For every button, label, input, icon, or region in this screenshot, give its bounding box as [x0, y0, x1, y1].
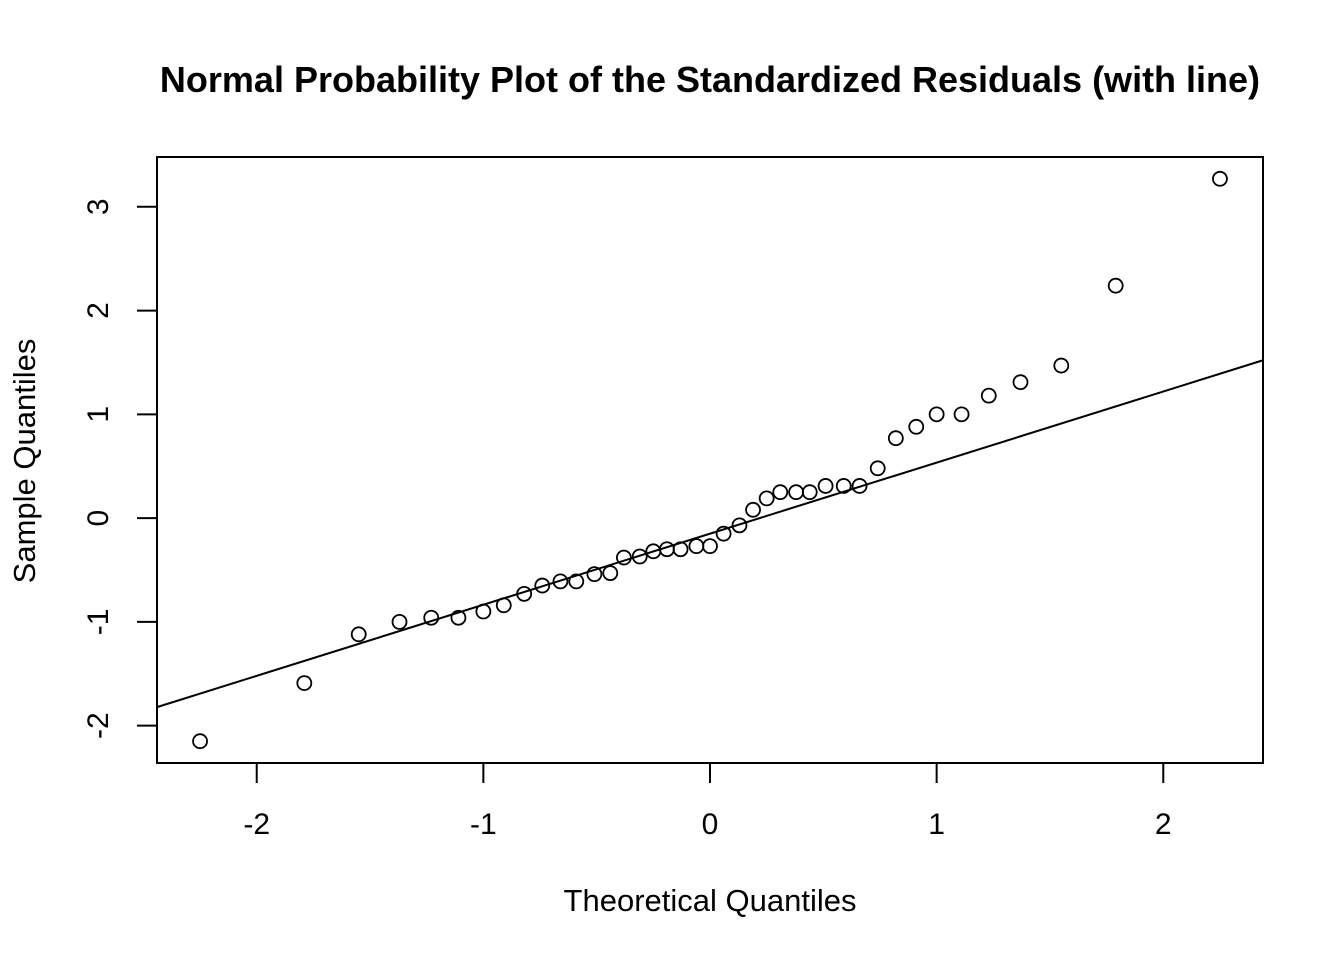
y-tick-label: -2 [82, 712, 115, 739]
plot-area [156, 156, 1264, 764]
x-tick-label: 0 [702, 808, 719, 841]
y-axis: -2 -1 0 1 2 3 [82, 198, 157, 739]
data-point [835, 478, 852, 494]
data-point [602, 565, 619, 582]
y-tick-label: 0 [82, 510, 115, 527]
data-points [192, 170, 1228, 750]
data-point [928, 406, 945, 423]
data-point [745, 501, 761, 518]
plot-frame [156, 156, 1264, 764]
data-point [715, 525, 732, 542]
data-point [851, 478, 868, 494]
x-axis: -2 -1 0 1 2 [243, 763, 1172, 841]
data-point [1212, 170, 1228, 187]
y-tick-label: 1 [82, 406, 115, 423]
data-point [391, 613, 408, 630]
x-tick-label: 1 [928, 808, 945, 841]
y-tick-label: -1 [82, 609, 115, 636]
data-point [908, 418, 925, 435]
data-point [1107, 277, 1124, 294]
data-point [953, 406, 970, 423]
data-point [631, 548, 648, 565]
data-point [980, 387, 997, 404]
data-point [758, 490, 775, 507]
x-tick-label: -1 [470, 808, 497, 841]
x-tick-label: 2 [1155, 808, 1172, 841]
data-point [423, 609, 440, 626]
data-point [475, 603, 492, 620]
data-point [869, 460, 886, 477]
data-point [516, 585, 533, 602]
data-point [615, 549, 632, 566]
data-point [568, 573, 585, 590]
data-point [450, 609, 467, 626]
data-point [772, 484, 789, 501]
y-tick-label: 3 [82, 198, 115, 215]
data-point [801, 484, 818, 501]
data-point [731, 517, 748, 534]
chart-title: Normal Probability Plot of the Standardi… [160, 59, 1260, 100]
data-point [552, 573, 569, 590]
data-point [586, 566, 603, 583]
data-point [788, 484, 805, 501]
x-axis-label: Theoretical Quantiles [564, 883, 857, 918]
y-tick-label: 2 [82, 302, 115, 319]
data-point [192, 733, 208, 750]
data-point [495, 597, 512, 614]
reference-line [156, 359, 1264, 709]
data-point [688, 538, 705, 555]
data-point [817, 478, 834, 494]
x-tick-label: -2 [243, 808, 270, 841]
data-point [1012, 374, 1029, 391]
data-point [534, 577, 551, 594]
data-point [702, 538, 718, 555]
data-point [1053, 357, 1070, 374]
data-point [887, 430, 904, 447]
data-point [672, 541, 689, 558]
data-point [350, 626, 367, 643]
y-axis-label: Sample Quantiles [7, 339, 42, 584]
data-point [296, 675, 313, 691]
